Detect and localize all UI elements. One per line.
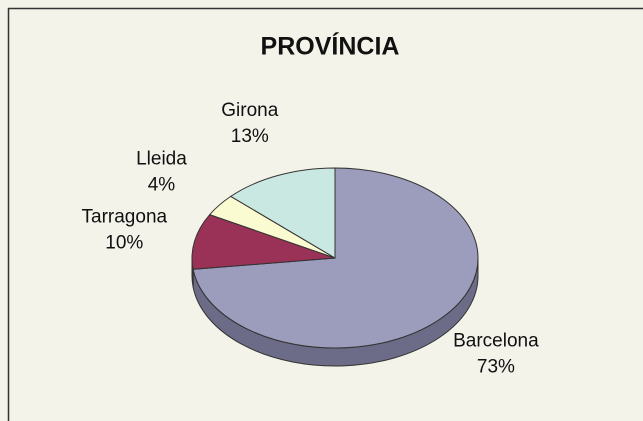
slice	[192, 167, 479, 349]
slice-category-label: Barcelona	[453, 330, 539, 351]
chart-frame	[7, 7, 643, 421]
slice-value-label: 13%	[231, 126, 269, 147]
chart-title: PROVÍNCIA	[261, 32, 400, 61]
slice-value-label: 4%	[148, 174, 176, 195]
slice-value-label: 73%	[477, 356, 515, 377]
pie	[191, 167, 479, 367]
slice-category-label: Girona	[221, 100, 278, 121]
slice-category-label: Tarragona	[82, 207, 168, 228]
slice	[191, 214, 336, 270]
slice	[229, 167, 336, 259]
slice-value-label: 10%	[105, 233, 143, 254]
slice-category-label: Lleida	[136, 148, 187, 169]
